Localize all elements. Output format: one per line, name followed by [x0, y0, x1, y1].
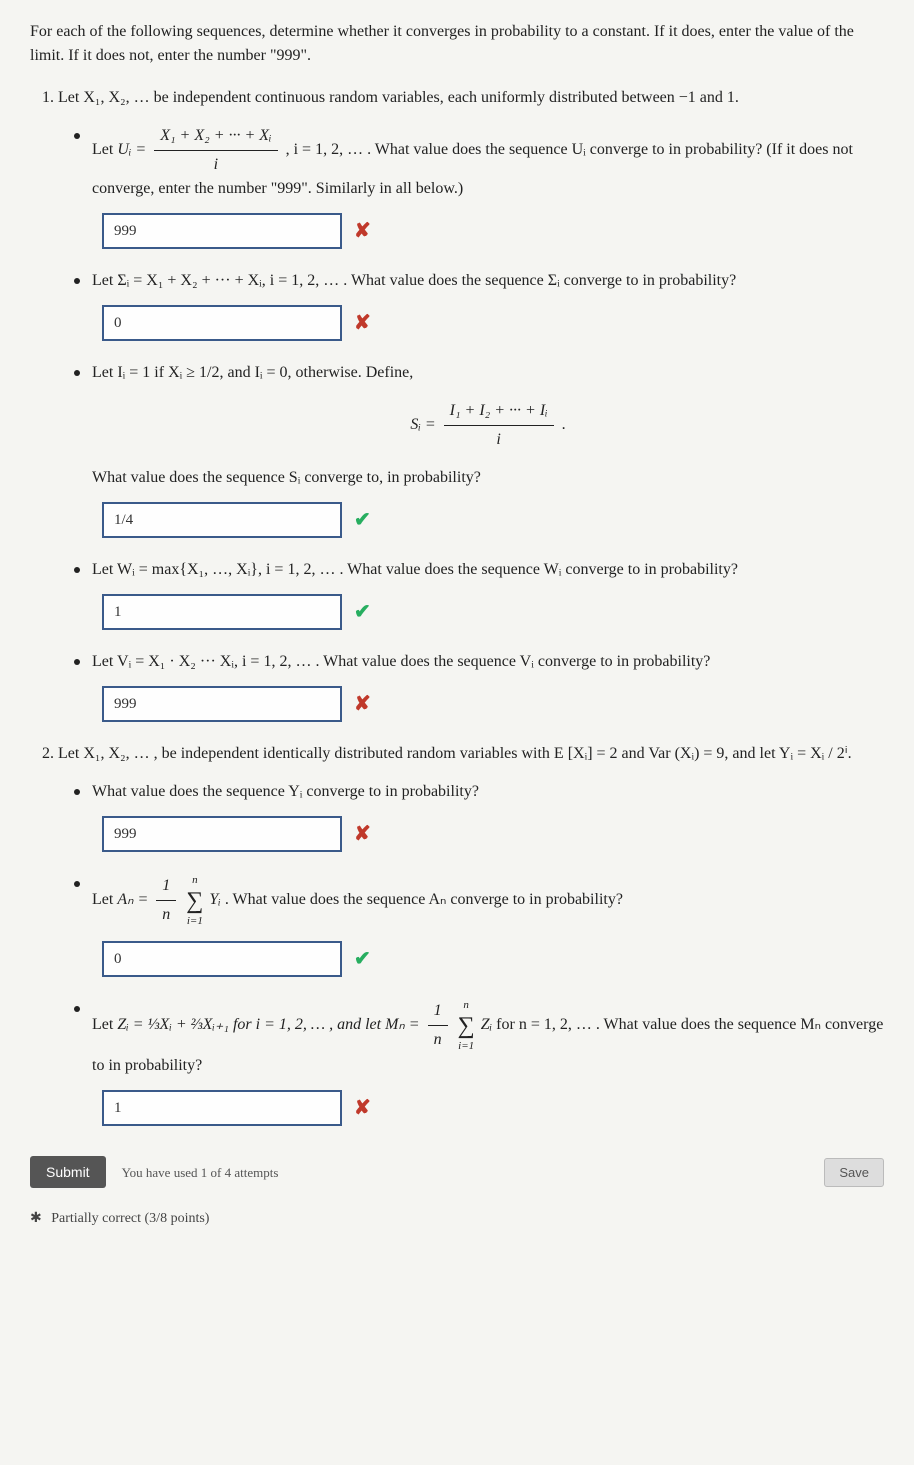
- q1-lead: Let X₁, X₂, … be independent continuous …: [58, 89, 739, 106]
- q2-z-fracnum: 1: [428, 999, 448, 1026]
- bullet-icon: [74, 659, 80, 665]
- q1-u-num: X₁ + X₂ + ··· + Xᵢ: [154, 124, 277, 151]
- q2-a-sumbot: i=1: [186, 913, 203, 930]
- q1-u-pre: Let: [92, 141, 117, 158]
- q1-v-text: Let Vᵢ = X₁ · X₂ ··· Xᵢ, i = 1, 2, … . W…: [92, 650, 884, 674]
- q2-z-sumbody: Zᵢ: [481, 1016, 492, 1033]
- correct-icon: ✔: [354, 944, 371, 974]
- q1-s-den: i: [444, 426, 554, 452]
- save-button[interactable]: Save: [824, 1158, 884, 1187]
- q1-u-den: i: [154, 151, 277, 177]
- q2-lead: Let X₁, X₂, … , be independent identical…: [58, 745, 852, 762]
- snowflake-icon: ✱: [30, 1211, 42, 1226]
- q2-z-sumtop: n: [458, 997, 475, 1014]
- bullet-icon: [74, 370, 80, 376]
- question-1: Let X₁, X₂, … be independent continuous …: [58, 86, 884, 722]
- q2-y-answer-input[interactable]: 999: [102, 816, 342, 852]
- q1-u-bullet: Let Uᵢ = X₁ + X₂ + ··· + Xᵢ i , i = 1, 2…: [74, 124, 884, 201]
- submit-button[interactable]: Submit: [30, 1156, 106, 1188]
- q2-z-sumbot: i=1: [458, 1038, 475, 1055]
- bullet-icon: [74, 789, 80, 795]
- q2-z-fracden: n: [428, 1026, 448, 1052]
- q2-a-pre: Let: [92, 891, 117, 908]
- q1-w-bullet: Let Wᵢ = max{X₁, …, Xᵢ}, i = 1, 2, … . W…: [74, 558, 884, 582]
- wrong-icon: ✘: [354, 1093, 371, 1123]
- q1-u-answer-input[interactable]: 999: [102, 213, 342, 249]
- q1-s-intro: Let Iᵢ = 1 if Xᵢ ≥ 1/2, and Iᵢ = 0, othe…: [92, 361, 884, 385]
- intro-text: For each of the following sequences, det…: [30, 20, 884, 68]
- partial-correct: ✱ Partially correct (3/8 points): [30, 1208, 884, 1229]
- q1-s-lhs: Sᵢ =: [410, 416, 435, 433]
- q2-a-post: . What value does the sequence Aₙ conver…: [225, 891, 623, 908]
- q2-z-pre: Let: [92, 1016, 117, 1033]
- q2-z-answer-input[interactable]: 1: [102, 1090, 342, 1126]
- q1-sigma-text: Let Σᵢ = X₁ + X₂ + ··· + Xᵢ, i = 1, 2, ……: [92, 269, 884, 293]
- correct-icon: ✔: [354, 505, 371, 535]
- wrong-icon: ✘: [354, 216, 371, 246]
- question-2: Let X₁, X₂, … , be independent identical…: [58, 742, 884, 1126]
- attempts-text: You have used 1 of 4 attempts: [122, 1165, 279, 1180]
- q2-y-text: What value does the sequence Yᵢ converge…: [92, 780, 884, 804]
- wrong-icon: ✘: [354, 819, 371, 849]
- sigma-icon: ∑: [186, 889, 203, 913]
- q1-s-num: I₁ + I₂ + ··· + Iᵢ: [444, 399, 554, 426]
- correct-icon: ✔: [354, 597, 371, 627]
- q1-w-answer-input[interactable]: 1: [102, 594, 342, 630]
- wrong-icon: ✘: [354, 308, 371, 338]
- q1-s-period: .: [562, 416, 566, 433]
- bullet-icon: [74, 881, 80, 887]
- q2-a-fracnum: 1: [156, 874, 176, 901]
- wrong-icon: ✘: [354, 689, 371, 719]
- bullet-icon: [74, 278, 80, 284]
- q2-z-bullet: Let Zᵢ = ⅓Xᵢ + ⅔Xᵢ₊₁ for i = 1, 2, … , a…: [74, 997, 884, 1078]
- q2-a-sumbody: Yᵢ: [209, 891, 220, 908]
- q2-a-sumtop: n: [186, 872, 203, 889]
- q1-u-lhs: Uᵢ =: [117, 141, 146, 158]
- q1-sigma-answer-input[interactable]: 0: [102, 305, 342, 341]
- bullet-icon: [74, 567, 80, 573]
- q1-w-text: Let Wᵢ = max{X₁, …, Xᵢ}, i = 1, 2, … . W…: [92, 558, 884, 582]
- q2-a-fracden: n: [156, 901, 176, 927]
- q2-y-bullet: What value does the sequence Yᵢ converge…: [74, 780, 884, 804]
- q1-s-bullet: Let Iᵢ = 1 if Xᵢ ≥ 1/2, and Iᵢ = 0, othe…: [74, 361, 884, 490]
- sigma-icon: ∑: [458, 1014, 475, 1038]
- q1-sigma-bullet: Let Σᵢ = X₁ + X₂ + ··· + Xᵢ, i = 1, 2, ……: [74, 269, 884, 293]
- q1-s-answer-input[interactable]: 1/4: [102, 502, 342, 538]
- q2-a-bullet: Let Aₙ = 1 n n ∑ i=1 Yᵢ . What value doe…: [74, 872, 884, 929]
- bullet-icon: [74, 133, 80, 139]
- footer: Submit You have used 1 of 4 attempts Sav…: [30, 1156, 884, 1188]
- q2-z-def: Zᵢ = ⅓Xᵢ + ⅔Xᵢ₊₁ for i = 1, 2, … , and l…: [117, 1016, 423, 1033]
- q1-s-question: What value does the sequence Sᵢ converge…: [92, 466, 884, 490]
- q1-v-answer-input[interactable]: 999: [102, 686, 342, 722]
- q2-a-lhs: Aₙ =: [117, 891, 152, 908]
- q2-a-answer-input[interactable]: 0: [102, 941, 342, 977]
- partial-text: Partially correct (3/8 points): [51, 1211, 209, 1226]
- q1-v-bullet: Let Vᵢ = X₁ · X₂ ··· Xᵢ, i = 1, 2, … . W…: [74, 650, 884, 674]
- bullet-icon: [74, 1006, 80, 1012]
